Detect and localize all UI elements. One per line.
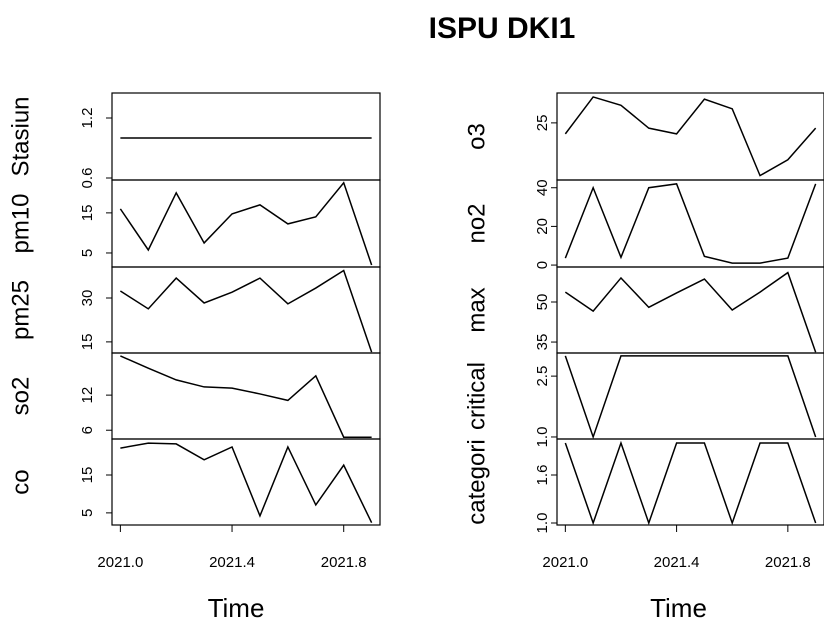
y-tick-label: 15: [79, 467, 96, 484]
panel-frame: [111, 92, 381, 181]
series-line: [119, 181, 373, 266]
series-line: [564, 183, 817, 264]
panel-frame: [111, 438, 381, 526]
panel-label: Stasiun: [7, 96, 34, 176]
y-tick-label: 5: [79, 509, 96, 517]
series-line: [564, 96, 817, 177]
panel-label: max: [463, 287, 490, 332]
y-tick-label: 35: [534, 334, 551, 351]
y-tick-label: 50: [534, 294, 551, 311]
panel-label: critical: [463, 362, 490, 430]
x-axis-label: Time: [650, 593, 707, 623]
series-line: [120, 355, 372, 438]
series-line: [564, 271, 817, 353]
y-tick-label: 0.6: [79, 168, 96, 189]
panel-label: so2: [7, 377, 34, 416]
x-tick-label: 2021.4: [654, 554, 700, 571]
y-tick-label: 40: [534, 179, 551, 196]
panel-label: categori: [463, 439, 490, 524]
panel-label: pm10: [7, 193, 34, 253]
y-tick-label: 25: [534, 115, 551, 132]
y-tick-label: 1.2: [79, 108, 96, 129]
series-line: [564, 355, 817, 440]
y-tick-label: 6: [79, 426, 96, 434]
panel-label: o3: [463, 123, 490, 150]
chart-title: ISPU DKI1: [429, 12, 576, 45]
y-tick-label: 1.6: [534, 465, 551, 486]
panel-frame: [556, 92, 824, 181]
x-axis-label: Time: [208, 593, 265, 623]
y-tick-label: 1.0: [534, 513, 551, 534]
panel-frame: [556, 179, 824, 268]
panel-frame: [111, 179, 381, 268]
y-tick-label: 0: [534, 261, 551, 269]
y-tick-label: 2.5: [534, 366, 551, 387]
panel-frame: [111, 266, 381, 354]
x-tick-label: 2021.8: [765, 554, 811, 571]
y-tick-label: 15: [79, 334, 96, 351]
panel-label: pm25: [7, 280, 34, 340]
panel-frame: [556, 438, 824, 526]
y-tick-label: 1.0: [534, 427, 551, 448]
y-tick-label: 5: [79, 249, 96, 257]
y-tick-label: 12: [79, 387, 96, 404]
y-tick-label: 30: [79, 290, 96, 307]
series-line: [119, 269, 373, 353]
y-tick-label: 15: [79, 205, 96, 222]
panel-frame: [111, 352, 381, 440]
panel-frame: [556, 266, 824, 354]
panel-label: co: [7, 469, 34, 494]
series-line: [120, 442, 373, 524]
x-tick-label: 2021.0: [542, 554, 588, 571]
x-tick-label: 2021.8: [321, 554, 367, 571]
y-tick-label: 20: [534, 218, 551, 235]
series-line: [564, 440, 817, 526]
panel-label: no2: [463, 203, 490, 243]
x-tick-label: 2021.4: [209, 554, 255, 571]
x-tick-label: 2021.0: [97, 554, 143, 571]
